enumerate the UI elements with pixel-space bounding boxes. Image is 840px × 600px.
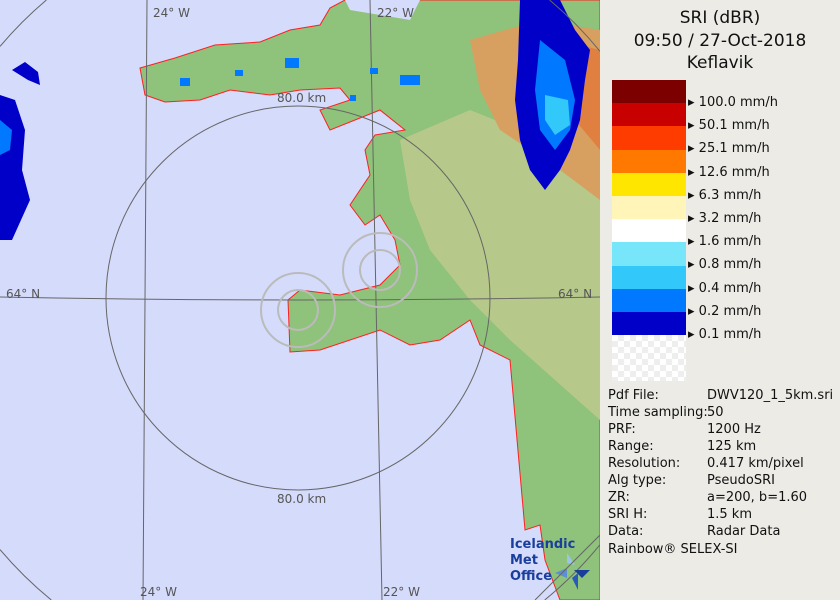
legend-swatch (612, 126, 686, 150)
legend-label-text: 3.2 mm/h (698, 211, 762, 226)
legend-swatch (612, 219, 686, 243)
info-value: PseudoSRI (707, 473, 775, 488)
imo-logo: Icelandic Met Office (510, 537, 600, 585)
legend-panel: SRI (dBR) 09:50 / 27-Oct-2018 Keflavik ▸… (600, 0, 840, 600)
radar-site-rings (260, 232, 418, 348)
legend-label: ▸ 0.4 mm/h (688, 280, 762, 296)
land-sea-fjord (345, 0, 420, 20)
legend-label-text: 25.1 mm/h (698, 141, 770, 157)
range-ring-80km (105, 105, 491, 491)
parallel-64n (0, 296, 600, 301)
legend-label-text: 6.3 mm/h (698, 187, 762, 203)
info-value: DWV120_1_5km.sri (707, 388, 834, 403)
logo-text-2: Office (510, 569, 553, 584)
lon-label-22w-top: 22° W (377, 6, 414, 20)
info-value: 0.417 km/pixel (707, 456, 804, 471)
legend-label: ▸ 25.1 mm/h (688, 141, 770, 157)
info-value: 1.5 km (707, 507, 752, 522)
credit: Rainbow® SELEX-SI (608, 542, 738, 557)
info-key: Data: (608, 524, 644, 539)
lat-label-right: 64° N (558, 287, 593, 301)
echo-peninsula (180, 58, 420, 101)
info-key: Resolution: (608, 456, 681, 471)
legend-swatch (612, 242, 686, 266)
info-key: Alg type: (608, 473, 667, 488)
info-key: Time sampling: (608, 405, 708, 420)
legend-swatch (612, 80, 686, 104)
legend-label-text: 0.8 mm/h (698, 257, 762, 273)
legend-swatch (612, 172, 686, 197)
range-label-top: 80.0 km (277, 91, 327, 105)
lon-label-24w-top: 24° W (153, 6, 190, 20)
legend-label-text: 12.6 mm/h (698, 164, 770, 180)
legend-swatch (612, 288, 686, 313)
legend-swatch (612, 312, 686, 336)
legend-label-text: 100.0 mm/h (698, 95, 778, 110)
lat-label-left: 64° N (6, 287, 41, 301)
info-key: SRI H: (608, 507, 648, 522)
info-key: Pdf File: (608, 388, 659, 403)
lon-label-24w-bottom: 24° W (140, 585, 177, 599)
product-site: Keflavik (686, 53, 754, 73)
info-key: Range: (608, 439, 654, 454)
legend-label-text: 1.6 mm/h (698, 234, 762, 250)
legend-label-text: 0.4 mm/h (698, 280, 762, 296)
legend-label: ▸ 100.0 mm/h (688, 95, 778, 110)
legend-label: ▸ 0.8 mm/h (688, 257, 762, 273)
legend-label-text: 0.2 mm/h (698, 303, 762, 319)
legend-label-text: 0.1 mm/h (698, 327, 762, 342)
legend-label: ▸ 3.2 mm/h (688, 211, 762, 226)
legend-swatch (612, 103, 686, 127)
legend-nodata-swatch (612, 335, 686, 381)
logo-mark (534, 534, 600, 600)
info-value: 50 (707, 405, 724, 420)
info-value: a=200, b=1.60 (707, 490, 808, 505)
product-datetime: 09:50 / 27-Oct-2018 (633, 31, 807, 51)
info-key: ZR: (608, 490, 630, 505)
legend-label: ▸ 50.1 mm/h (688, 118, 770, 134)
legend-label-text: 50.1 mm/h (698, 118, 770, 134)
logo-text-1: Icelandic Met (510, 537, 576, 568)
meridian-24w (142, 0, 148, 600)
legend-swatch (612, 149, 686, 174)
legend-swatch (612, 196, 686, 220)
echo-west (0, 95, 30, 240)
map-canvas (0, 0, 600, 600)
legend-label: ▸ 1.6 mm/h (688, 234, 762, 250)
legend-label: ▸ 12.6 mm/h (688, 164, 770, 180)
legend-swatch (612, 265, 686, 290)
radar-map[interactable]: 24° W 22° W 24° W 22° W 64° N 64° N 80.0… (0, 0, 600, 600)
echo-east-light (545, 95, 570, 135)
info-value: 125 km (707, 439, 757, 454)
range-label-bottom: 80.0 km (277, 492, 327, 506)
info-value: Radar Data (707, 524, 781, 539)
echo-west-core (0, 120, 12, 155)
range-ring-outer (0, 0, 600, 600)
legend-label: ▸ 0.2 mm/h (688, 303, 762, 319)
info-key: PRF: (608, 422, 636, 437)
lon-label-22w-bottom: 22° W (383, 585, 420, 599)
legend-label: ▸ 0.1 mm/h (688, 327, 762, 342)
echo-nw (12, 62, 40, 85)
legend-label: ▸ 6.3 mm/h (688, 187, 762, 203)
product-title: SRI (dBR) (679, 8, 761, 28)
land-highland (400, 110, 600, 420)
info-value: 1200 Hz (707, 422, 761, 437)
